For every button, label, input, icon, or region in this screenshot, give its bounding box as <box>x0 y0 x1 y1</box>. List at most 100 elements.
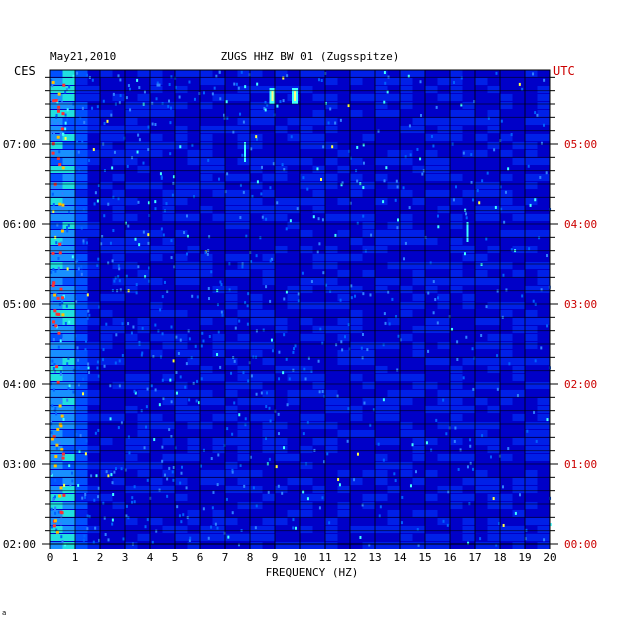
spectro-cell <box>450 390 463 397</box>
spectro-cell <box>50 102 63 109</box>
spectro-cell <box>475 502 488 509</box>
spectro-speck <box>331 145 334 149</box>
spectro-speck <box>276 201 279 205</box>
spectro-speck <box>196 295 199 299</box>
spectro-cell <box>150 102 163 109</box>
spectro-speck <box>159 172 162 176</box>
spectro-cell <box>400 510 413 517</box>
spectro-cell <box>100 334 113 341</box>
spectro-speck <box>53 363 56 367</box>
spectro-speck <box>153 438 156 442</box>
spectro-cell <box>412 406 426 413</box>
spectro-cell <box>312 254 326 261</box>
spectro-speck <box>59 372 62 376</box>
spectro-cell <box>75 102 88 109</box>
spectro-cell <box>375 414 388 421</box>
spectro-cell <box>212 374 226 381</box>
spectro-cell <box>450 150 463 157</box>
spectro-cell <box>462 438 476 445</box>
spectro-cell <box>537 262 551 269</box>
spectro-cell <box>150 270 163 277</box>
spectro-cell <box>337 142 351 149</box>
spectro-cell <box>462 230 476 237</box>
spectro-speck <box>362 161 365 165</box>
spectro-cell <box>162 254 176 261</box>
spectro-hot-speck <box>61 203 65 207</box>
spectro-cell <box>112 198 126 205</box>
spectro-cell <box>462 318 476 325</box>
spectro-cell <box>312 126 326 133</box>
spectro-cell <box>300 366 313 373</box>
spectro-cell <box>250 190 263 197</box>
spectro-cell <box>387 246 401 253</box>
spectro-cell <box>412 510 426 517</box>
spectro-cell <box>487 502 501 509</box>
spectro-cell <box>400 526 413 533</box>
spectro-speck <box>135 291 138 295</box>
spectro-cell <box>150 134 163 141</box>
spectro-cell <box>312 518 326 525</box>
spectro-cell <box>237 222 251 229</box>
spectro-cell <box>212 262 226 269</box>
spectro-cell <box>237 230 251 237</box>
spectro-cell <box>200 502 213 509</box>
spectro-cell <box>425 302 438 309</box>
spectro-cell <box>162 262 176 269</box>
spectro-cell <box>437 302 451 309</box>
spectro-cell <box>75 214 88 221</box>
spectro-cell <box>162 374 176 381</box>
spectro-speck <box>432 280 435 284</box>
spectro-cell <box>425 382 438 389</box>
spectro-cell <box>312 486 326 493</box>
spectro-speck <box>356 179 359 183</box>
spectro-cell <box>150 366 163 373</box>
spectro-cell <box>175 406 188 413</box>
spectro-speck <box>527 164 530 168</box>
spectro-cell <box>75 70 88 77</box>
spectro-cell <box>275 478 288 485</box>
spectro-cell <box>287 70 301 77</box>
spectro-cell <box>212 454 226 461</box>
spectro-cell <box>150 462 163 469</box>
spectro-speck <box>120 421 123 425</box>
spectro-speck <box>347 104 350 108</box>
spectro-cell <box>300 182 313 189</box>
spectro-cell <box>62 454 76 461</box>
spectro-speck <box>50 301 53 305</box>
spectro-cell <box>337 118 351 125</box>
spectro-cell <box>275 158 288 165</box>
spectro-speck <box>301 271 304 275</box>
spectro-cell <box>175 150 188 157</box>
spectro-cell <box>400 398 413 405</box>
spectro-cell <box>225 350 238 357</box>
spectro-cell <box>387 182 401 189</box>
spectro-cell <box>525 350 538 357</box>
spectro-cell <box>500 422 513 429</box>
spectro-speck <box>180 471 183 475</box>
spectro-speck <box>94 431 97 435</box>
spectro-cell <box>262 118 276 125</box>
spectro-cell <box>312 502 326 509</box>
spectro-speck <box>188 538 191 542</box>
spectro-cell <box>462 350 476 357</box>
spectro-cell <box>350 86 363 93</box>
spectro-cell <box>437 318 451 325</box>
spectro-cell <box>350 110 363 117</box>
spectro-cell <box>400 134 413 141</box>
spectro-cell <box>537 270 551 277</box>
spectro-cell <box>362 118 376 125</box>
spectro-cell <box>487 270 501 277</box>
spectro-cell <box>375 94 388 101</box>
spectro-cell <box>87 110 101 117</box>
spectro-cell <box>100 358 113 365</box>
spectro-cell <box>400 262 413 269</box>
spectro-cell <box>500 502 513 509</box>
spectro-cell <box>187 78 201 85</box>
spectro-cell <box>275 198 288 205</box>
spectro-cell <box>175 342 188 349</box>
spectro-cell <box>287 310 301 317</box>
spectro-cell <box>500 374 513 381</box>
spectro-speck <box>98 538 101 542</box>
spectro-cell <box>62 334 76 341</box>
spectro-speck <box>521 294 524 298</box>
